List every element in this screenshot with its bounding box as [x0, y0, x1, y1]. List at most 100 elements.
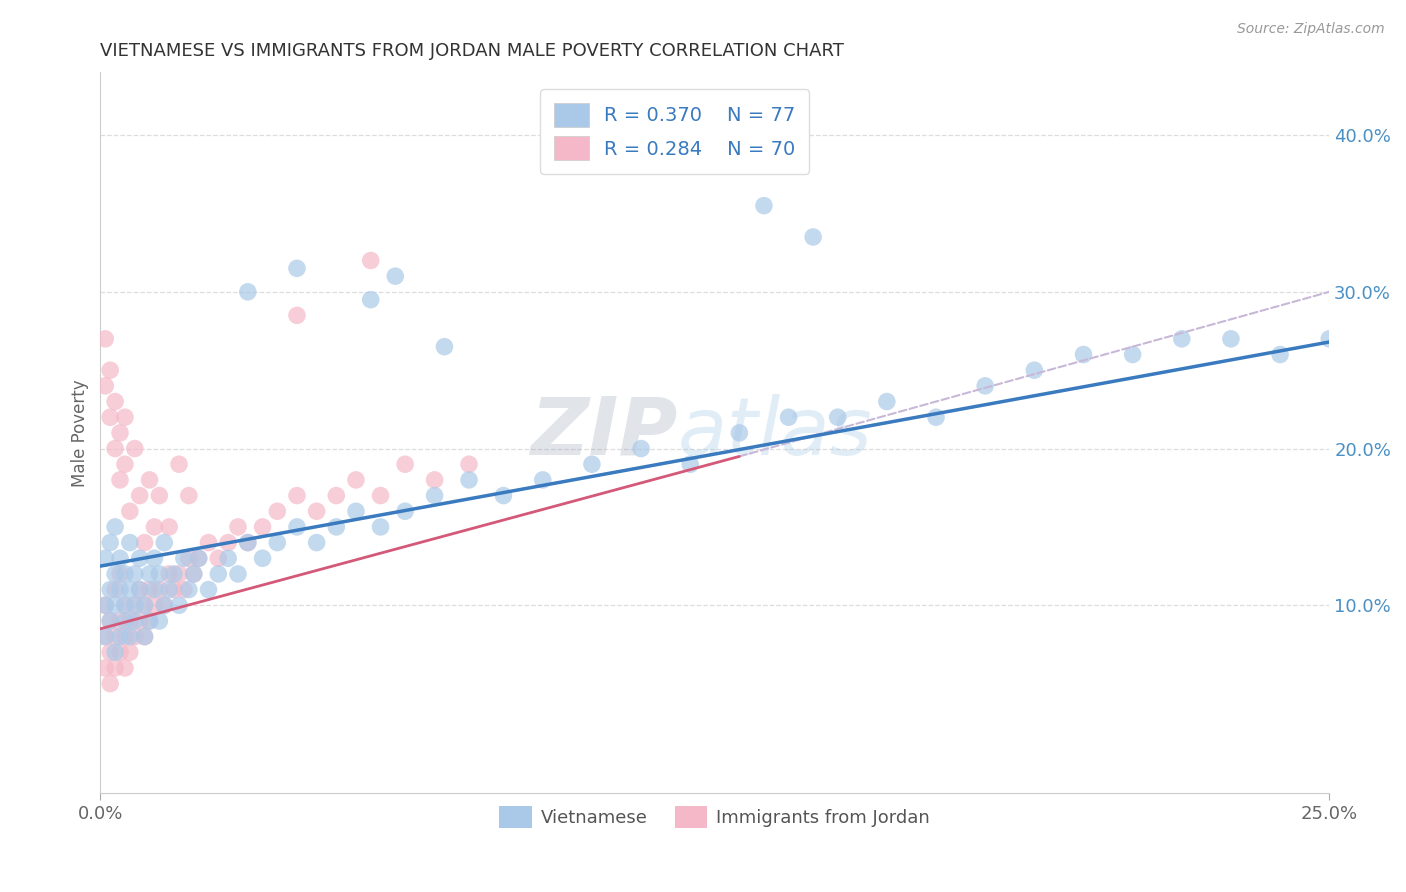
Point: [177, 582, 200, 597]
Point: [108, 425, 131, 440]
Point: [104, 645, 127, 659]
Point: [138, 473, 160, 487]
Point: [876, 394, 898, 409]
Point: [104, 661, 127, 675]
Point: [124, 566, 146, 581]
Point: [285, 261, 308, 276]
Point: [433, 340, 456, 354]
Text: Source: ZipAtlas.com: Source: ZipAtlas.com: [1237, 22, 1385, 37]
Point: [236, 535, 259, 549]
Point: [173, 551, 195, 566]
Point: [325, 489, 347, 503]
Point: [394, 504, 416, 518]
Point: [94, 379, 117, 393]
Point: [157, 566, 180, 581]
Point: [305, 535, 328, 549]
Point: [630, 442, 652, 456]
Point: [728, 425, 751, 440]
Point: [148, 566, 170, 581]
Point: [153, 599, 176, 613]
Point: [98, 676, 121, 690]
Point: [285, 520, 308, 534]
Point: [163, 566, 186, 581]
Point: [98, 582, 121, 597]
Point: [98, 410, 121, 425]
Point: [124, 599, 146, 613]
Point: [217, 535, 239, 549]
Point: [197, 535, 219, 549]
Point: [114, 661, 136, 675]
Point: [104, 630, 127, 644]
Point: [114, 599, 136, 613]
Point: [153, 535, 176, 549]
Point: [128, 551, 150, 566]
Point: [148, 614, 170, 628]
Point: [138, 582, 160, 597]
Point: [124, 614, 146, 628]
Point: [98, 535, 121, 549]
Point: [114, 410, 136, 425]
Point: [266, 504, 288, 518]
Point: [177, 489, 200, 503]
Text: VIETNAMESE VS IMMIGRANTS FROM JORDAN MALE POVERTY CORRELATION CHART: VIETNAMESE VS IMMIGRANTS FROM JORDAN MAL…: [100, 42, 844, 60]
Point: [104, 442, 127, 456]
Point: [360, 253, 382, 268]
Point: [1024, 363, 1046, 377]
Point: [108, 566, 131, 581]
Point: [458, 457, 481, 471]
Text: ZIP: ZIP: [530, 394, 678, 472]
Point: [94, 630, 117, 644]
Point: [305, 504, 328, 518]
Point: [177, 551, 200, 566]
Point: [167, 457, 190, 471]
Point: [1268, 347, 1291, 361]
Point: [531, 473, 554, 487]
Point: [153, 599, 176, 613]
Point: [134, 535, 156, 549]
Point: [925, 410, 948, 425]
Text: atlas: atlas: [678, 394, 873, 472]
Point: [128, 582, 150, 597]
Point: [138, 566, 160, 581]
Point: [183, 566, 205, 581]
Point: [94, 630, 117, 644]
Point: [118, 582, 141, 597]
Point: [197, 582, 219, 597]
Point: [94, 551, 117, 566]
Point: [217, 551, 239, 566]
Point: [143, 551, 166, 566]
Point: [344, 504, 367, 518]
Point: [679, 457, 702, 471]
Point: [98, 645, 121, 659]
Legend: Vietnamese, Immigrants from Jordan: Vietnamese, Immigrants from Jordan: [492, 798, 938, 835]
Point: [207, 551, 229, 566]
Point: [266, 535, 288, 549]
Point: [236, 535, 259, 549]
Point: [143, 520, 166, 534]
Point: [1122, 347, 1144, 361]
Point: [108, 614, 131, 628]
Point: [157, 520, 180, 534]
Point: [114, 566, 136, 581]
Point: [118, 614, 141, 628]
Point: [187, 551, 209, 566]
Point: [108, 551, 131, 566]
Point: [134, 630, 156, 644]
Point: [98, 614, 121, 628]
Point: [778, 410, 800, 425]
Point: [134, 599, 156, 613]
Point: [118, 630, 141, 644]
Point: [148, 489, 170, 503]
Point: [148, 582, 170, 597]
Point: [108, 630, 131, 644]
Point: [143, 582, 166, 597]
Point: [104, 566, 127, 581]
Point: [187, 551, 209, 566]
Point: [138, 614, 160, 628]
Point: [183, 566, 205, 581]
Point: [827, 410, 849, 425]
Point: [114, 630, 136, 644]
Point: [108, 582, 131, 597]
Point: [360, 293, 382, 307]
Point: [104, 520, 127, 534]
